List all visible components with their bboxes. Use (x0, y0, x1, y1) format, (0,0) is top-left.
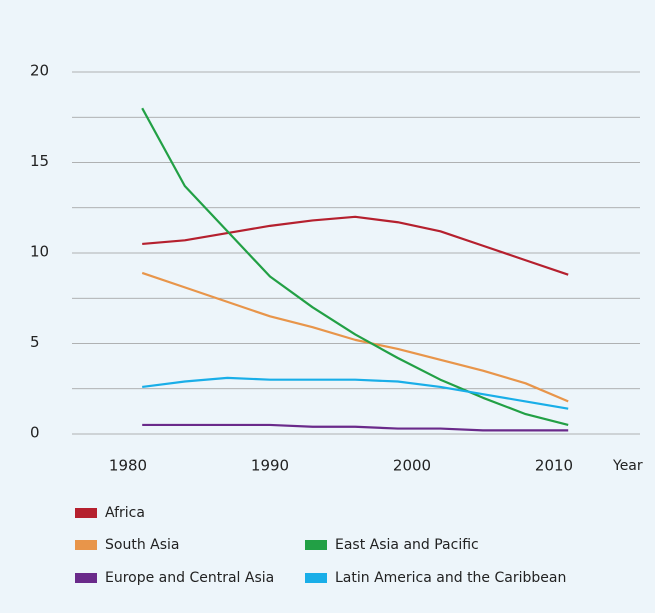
y-tick-label: 10 (30, 243, 49, 261)
legend-swatch (75, 508, 97, 518)
legend-label: Europe and Central Asia (105, 570, 274, 586)
legend-label: Latin America and the Caribbean (335, 570, 566, 586)
legend-swatch (75, 540, 97, 550)
series-line (141, 107, 569, 427)
legend-label: Africa (105, 505, 145, 521)
x-tick-label: 1980 (109, 457, 147, 475)
legend-label: East Asia and Pacific (335, 537, 479, 553)
x-tick-label: 2010 (535, 457, 573, 475)
x-tick-label: 1990 (251, 457, 289, 475)
series-line (142, 423, 569, 432)
y-tick-label: 5 (30, 333, 40, 351)
x-tick-label: 2000 (393, 457, 431, 475)
legend-label: South Asia (105, 537, 179, 553)
y-tick-label: 15 (30, 152, 49, 170)
y-tick-label: 0 (30, 424, 40, 442)
series-line (141, 271, 569, 403)
series-line (142, 215, 569, 276)
legend-swatch (305, 540, 327, 550)
y-tick-label: 20 (30, 62, 49, 80)
x-axis-label: Year (612, 458, 643, 474)
series-line (142, 376, 569, 410)
legend-swatch (75, 573, 97, 583)
legend-swatch (305, 573, 327, 583)
